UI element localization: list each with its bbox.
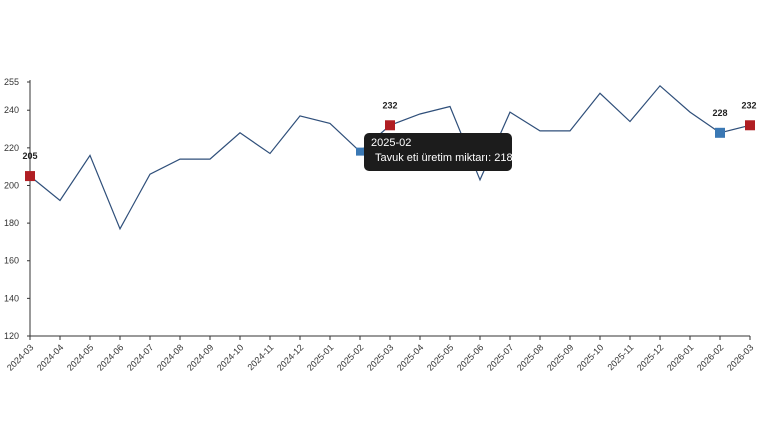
x-tick-label: 2024-03 [5, 342, 35, 372]
data-label: 205 [22, 151, 37, 161]
x-tick-label: 2024-09 [185, 342, 215, 372]
x-tick-label: 2024-12 [275, 342, 305, 372]
x-tick-label: 2024-05 [65, 342, 95, 372]
y-tick-label: 200 [4, 180, 19, 190]
tooltip-value: 218 [494, 152, 513, 164]
y-tick-label: 160 [4, 256, 19, 266]
x-tick-label: 2025-09 [545, 342, 575, 372]
tooltip: 2025-02 Tavuk eti üretim miktarı : 218 [364, 133, 513, 171]
x-tick-label: 2026-01 [665, 342, 695, 372]
data-point-marker [745, 120, 755, 131]
data-label: 232 [741, 100, 756, 110]
x-tick-label: 2025-04 [395, 342, 425, 372]
data-point-marker [385, 120, 395, 131]
y-tick-label: 255 [4, 77, 19, 87]
hovered-point-marker [356, 147, 364, 156]
tooltip-series-label: Tavuk eti üretim miktarı [375, 152, 489, 164]
x-tick-label: 2025-02 [335, 342, 365, 372]
tooltip-separator: : [488, 152, 495, 164]
x-tick-label: 2025-11 [605, 342, 635, 372]
data-point-marker [715, 127, 725, 138]
x-tick-label: 2024-10 [215, 342, 245, 372]
data-label: 228 [712, 108, 727, 118]
x-tick-label: 2026-02 [695, 342, 725, 372]
x-tick-label: 2025-01 [305, 342, 335, 372]
x-tick-label: 2024-11 [245, 342, 275, 372]
x-tick-label: 2024-08 [155, 342, 185, 372]
x-tick-label: 2025-10 [575, 342, 605, 372]
y-tick-label: 140 [4, 293, 19, 303]
y-tick-label: 220 [4, 143, 19, 153]
x-tick-label: 2025-05 [425, 342, 455, 372]
x-tick-label: 2026-03 [725, 342, 755, 372]
data-point-marker [25, 171, 35, 182]
y-tick-label: 180 [4, 218, 19, 228]
x-tick-label: 2025-08 [515, 342, 545, 372]
x-tick-label: 2025-07 [485, 342, 515, 372]
x-tick-label: 2025-12 [635, 342, 665, 372]
tooltip-row: Tavuk eti üretim miktarı : 218 [371, 152, 513, 164]
tooltip-title: 2025-02 [371, 137, 412, 149]
y-tick-label: 240 [4, 105, 19, 115]
x-tick-label: 2024-07 [125, 342, 155, 372]
x-tick-label: 2025-03 [365, 342, 395, 372]
x-tick-label: 2024-06 [95, 342, 125, 372]
x-tick-label: 2024-04 [35, 342, 65, 372]
y-tick-label: 120 [4, 331, 19, 341]
data-label: 232 [382, 100, 397, 110]
x-tick-label: 2025-06 [455, 342, 485, 372]
